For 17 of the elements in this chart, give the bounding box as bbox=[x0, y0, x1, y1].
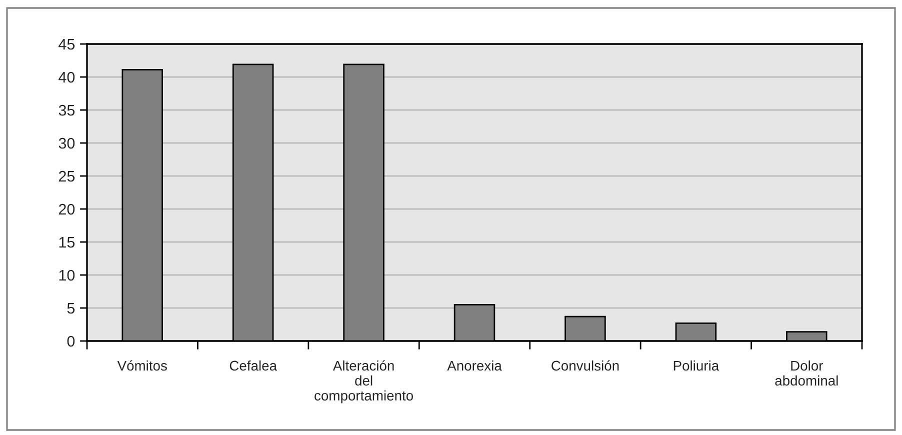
y-tick-label: 35 bbox=[58, 104, 75, 116]
y-tick-label: 25 bbox=[58, 170, 75, 182]
y-tick-label: 45 bbox=[58, 39, 75, 50]
y-tick-label: 20 bbox=[58, 204, 75, 215]
y-tick-label: 5 bbox=[67, 303, 75, 314]
x-tick-label: Anorexia bbox=[447, 360, 502, 371]
x-tick-label: Cefalea bbox=[230, 360, 278, 371]
x-tick-label: Dolor abdominal bbox=[775, 360, 838, 386]
y-tick-label: 10 bbox=[59, 270, 75, 281]
x-tick-label: Vómitos bbox=[117, 360, 167, 371]
x-tick-label: Alteración del comportamiento bbox=[314, 360, 413, 404]
y-tick-label: 0 bbox=[67, 336, 75, 347]
x-tick-label: Convulsión bbox=[552, 360, 619, 371]
x-tick-label: Poliuria bbox=[674, 360, 720, 371]
y-tick-label: 40 bbox=[58, 72, 75, 83]
y-tick-label: 30 bbox=[58, 138, 75, 149]
y-tick-label: 15 bbox=[59, 237, 75, 248]
